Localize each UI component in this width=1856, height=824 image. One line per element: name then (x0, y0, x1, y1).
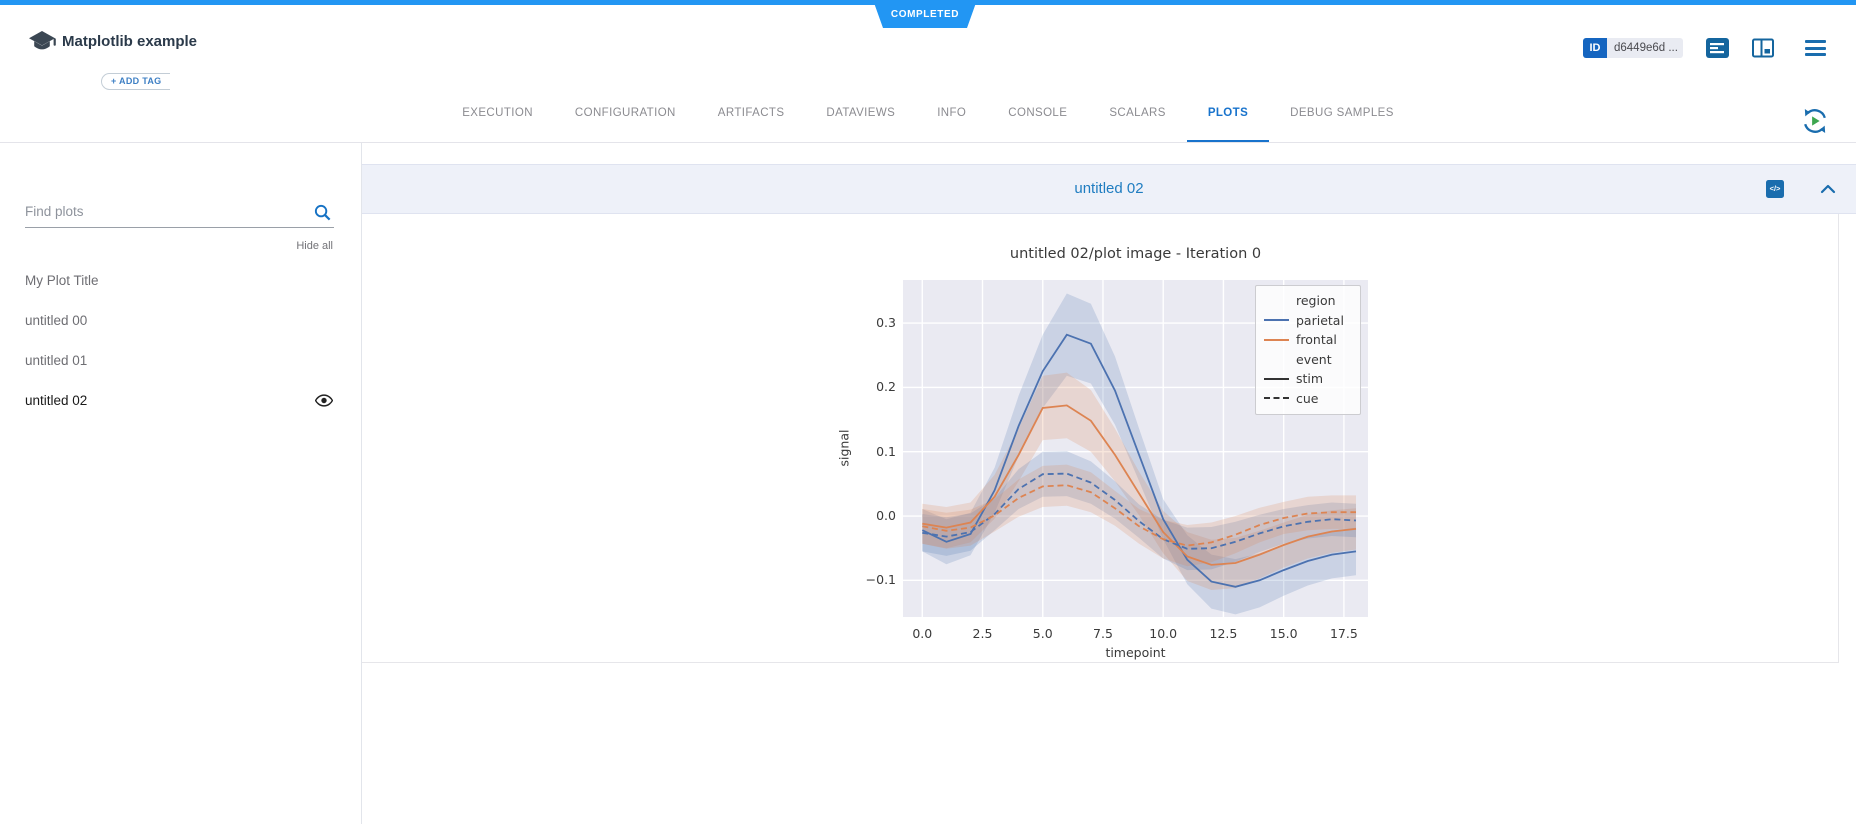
legend-entry: cue (1256, 389, 1360, 409)
chevron-up-icon[interactable] (1819, 181, 1837, 197)
plot-panel-title: untitled 02 (1074, 180, 1144, 197)
search-icon[interactable] (313, 203, 332, 222)
x-tick-label: 10.0 (1149, 626, 1178, 641)
plots-sidebar: Hide all My Plot Title untitled 00 untitle… (0, 143, 362, 824)
embed-code-icon[interactable]: </> (1766, 180, 1784, 198)
search-plots-field (25, 203, 334, 228)
band-frontal-cue (922, 464, 1356, 567)
x-tick-label: 12.5 (1209, 626, 1238, 641)
plot-canvas (903, 280, 1368, 617)
legend-label: region (1296, 293, 1336, 309)
hamburger-menu-icon[interactable] (1805, 40, 1826, 56)
tab-info[interactable]: INFO (937, 107, 967, 119)
tab-plots[interactable]: PLOTS (1187, 85, 1269, 142)
y-tick-label: 0.3 (876, 315, 896, 331)
plot-card: untitled 02/plot image - Iteration 0 sig… (362, 214, 1839, 663)
legend-line-sample (1264, 338, 1289, 341)
plot-list-item[interactable]: untitled 01 (0, 340, 361, 380)
y-tick-label: −0.1 (865, 572, 896, 588)
tab-dataviews[interactable]: DATAVIEWS (826, 107, 896, 119)
line-frontal-stim (922, 404, 1357, 566)
line-parietal-stim (921, 333, 1357, 588)
experiment-title: Matplotlib example (62, 33, 198, 50)
legend-label: event (1296, 351, 1332, 367)
console-icon[interactable] (1705, 37, 1730, 59)
plot-item-label: My Plot Title (25, 272, 99, 288)
legend-label: parietal (1296, 312, 1344, 328)
tab-console[interactable]: CONSOLE (1008, 107, 1068, 119)
y-tick-label: 0.2 (876, 379, 896, 395)
legend-line-sample (1264, 377, 1289, 380)
legend-line-sample (1264, 319, 1289, 322)
search-input[interactable] (25, 204, 305, 219)
plot-list-item[interactable]: untitled 02 (0, 380, 361, 420)
line-frontal-cue (922, 484, 1356, 547)
add-tag-button[interactable]: + ADD TAG (101, 73, 171, 90)
plot-list: My Plot Title untitled 00 untitled 01 untit… (0, 260, 361, 420)
tab-artifacts[interactable]: ARTIFACTS (717, 107, 785, 119)
legend-line-sample (1264, 397, 1289, 400)
plot-item-label: untitled 02 (25, 392, 88, 408)
band-frontal-stim (922, 372, 1356, 590)
id-badge: ID (1583, 38, 1607, 58)
y-axis-label: signal (836, 429, 852, 467)
tab-debug-samples[interactable]: DEBUG SAMPLES (1290, 107, 1394, 119)
experiment-id-value[interactable]: d6449e6d ... (1607, 38, 1683, 58)
x-tick-label: 7.5 (1093, 626, 1113, 641)
x-tick-label: 17.5 (1329, 626, 1358, 641)
plot-item-label: untitled 00 (25, 312, 88, 328)
y-tick-label: 0.0 (876, 508, 896, 524)
plot-panel-header: untitled 02 </> (362, 164, 1856, 214)
x-tick-label: 15.0 (1269, 626, 1298, 641)
tab-bar: EXECUTION CONFIGURATION ARTIFACTS DATAVIEWS… (0, 85, 1856, 143)
x-tick-label: 0.0 (912, 626, 933, 641)
legend-entry: parietal (1256, 311, 1360, 331)
x-axis-label: timepoint (1105, 645, 1166, 660)
legend-label: frontal (1296, 332, 1337, 348)
line-parietal-cue (922, 472, 1357, 550)
eye-icon[interactable] (315, 393, 333, 407)
hide-all-link[interactable]: Hide all (296, 240, 333, 252)
plot-axes[interactable] (903, 280, 1368, 617)
figure-title: untitled 02/plot image - Iteration 0 (1009, 246, 1262, 262)
plot-list-item[interactable]: My Plot Title (0, 260, 361, 300)
tab-configuration[interactable]: CONFIGURATION (574, 107, 676, 119)
legend-entry: event (1256, 350, 1360, 370)
legend-entry: stim (1256, 369, 1360, 389)
legend-label: cue (1296, 390, 1319, 406)
experiment-type-icon (29, 31, 56, 50)
columns-layout-icon[interactable] (1751, 37, 1775, 59)
tab-scalars[interactable]: SCALARS (1109, 107, 1166, 119)
y-tick-label: 0.1 (876, 443, 896, 459)
status-badge: COMPLETED (873, 0, 977, 28)
auto-refresh-icon[interactable] (1800, 106, 1830, 136)
plot-item-label: untitled 01 (25, 352, 88, 368)
legend-label: stim (1296, 371, 1324, 387)
x-tick-label: 2.5 (972, 626, 993, 641)
legend-entry: region (1256, 291, 1360, 311)
x-tick-label: 5.0 (1032, 626, 1053, 641)
tab-execution[interactable]: EXECUTION (462, 107, 533, 119)
plots-content: untitled 02 </> untitled 02/plot image -… (362, 143, 1856, 824)
plot-list-item[interactable]: untitled 00 (0, 300, 361, 340)
legend-entry: frontal (1256, 330, 1360, 350)
plot-legend: region parietal frontal event stim cue (1255, 285, 1361, 415)
